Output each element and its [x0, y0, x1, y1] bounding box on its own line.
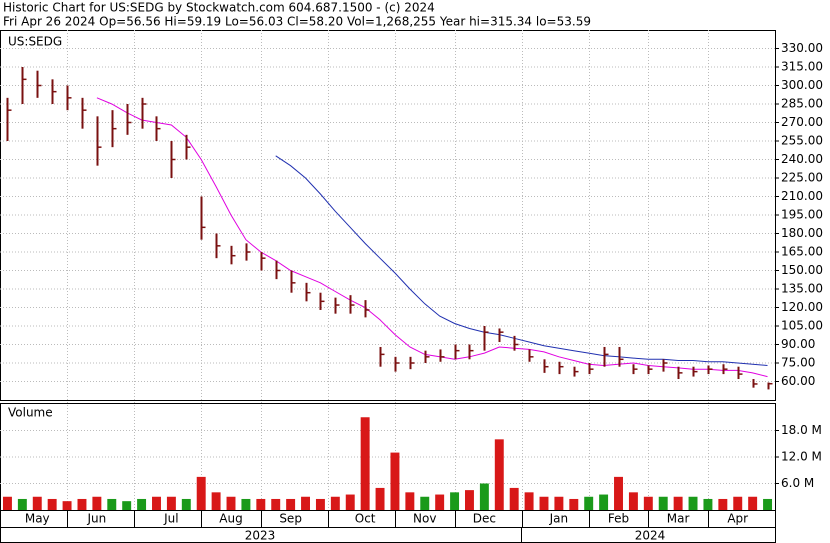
volume-bar [271, 498, 281, 510]
y-tick-label: 180.00 [781, 226, 823, 240]
x-tick-label: Mar [667, 512, 690, 526]
y-tick-label: 330.00 [781, 41, 823, 55]
x-tick-label: Oct [355, 512, 376, 526]
volume-bar [152, 496, 161, 510]
x-tick-label: Apr [727, 512, 748, 526]
volume-bar [763, 498, 773, 510]
volume-bar [569, 498, 579, 510]
volume-bar [122, 501, 132, 510]
volume-bar [330, 496, 340, 510]
volume-bar [748, 496, 758, 510]
volume-bar [628, 492, 638, 510]
volume-bar [450, 492, 460, 510]
volume-bar [658, 496, 668, 510]
year-label: 2023 [245, 529, 276, 543]
moving-average [275, 155, 768, 366]
volume-bar [435, 494, 445, 510]
y-tick-label: 60.00 [781, 374, 815, 388]
x-tick-label: Jul [163, 512, 178, 526]
volume-bar [718, 498, 728, 510]
volume-bar [2, 496, 12, 510]
x-tick-label: May [25, 512, 50, 526]
y-tick-label: 105.00 [781, 319, 823, 333]
volume-bar [77, 498, 87, 510]
volume-bar [465, 490, 474, 510]
y-tick-label: 195.00 [781, 208, 823, 222]
y-tick-label: 120.00 [781, 300, 823, 314]
volume-tick-label: 6.0 M [781, 476, 814, 490]
x-tick-label: Jan [549, 512, 569, 526]
moving-average [96, 97, 768, 378]
y-tick-label: 75.00 [781, 356, 815, 370]
x-tick-label: Feb [608, 512, 629, 526]
volume-bar [703, 498, 713, 510]
volume-bar [390, 452, 400, 510]
volume-bar [62, 501, 72, 510]
y-tick-label: 225.00 [781, 171, 823, 185]
volume-bar [301, 496, 310, 510]
symbol-label: US:SEDG [8, 35, 62, 49]
volume-bar [584, 496, 594, 510]
y-tick-label: 135.00 [781, 282, 823, 296]
volume-bar [405, 492, 415, 510]
volume-label: Volume [8, 406, 53, 420]
volume-bar [137, 498, 147, 510]
year-label: 2024 [635, 529, 666, 543]
volume-bar [32, 496, 42, 510]
y-tick-label: 285.00 [781, 97, 823, 111]
volume-bar [107, 498, 117, 510]
volume-tick-label: 12.0 M [781, 450, 822, 464]
y-tick-label: 150.00 [781, 263, 823, 277]
volume-bar [643, 496, 653, 510]
volume-bar [554, 496, 564, 510]
quote-line: Fri Apr 26 2024 Op=56.56 Hi=59.19 Lo=56.… [3, 15, 591, 29]
y-tick-label: 255.00 [781, 134, 823, 148]
volume-bar [256, 498, 266, 510]
volume-bar [345, 494, 355, 510]
x-tick-label: Aug [219, 512, 242, 526]
volume-bar [494, 439, 504, 510]
volume-bar [181, 498, 191, 510]
y-tick-label: 270.00 [781, 115, 823, 129]
volume-bar [92, 496, 102, 510]
volume-bar [479, 483, 489, 510]
volume-bar [17, 498, 27, 510]
y-tick-label: 300.00 [781, 78, 823, 92]
x-tick-label: Nov [413, 512, 436, 526]
y-tick-label: 90.00 [781, 337, 815, 351]
volume-bar [524, 492, 534, 510]
y-tick-label: 240.00 [781, 152, 823, 166]
volume-bar [599, 494, 609, 510]
volume-bar [688, 496, 698, 510]
volume-bar [196, 476, 206, 510]
chart-title: Historic Chart for US:SEDG by Stockwatch… [3, 1, 435, 15]
x-tick-label: Jun [87, 512, 107, 526]
volume-bar [241, 498, 251, 510]
volume-bar [673, 496, 683, 510]
volume-bar [211, 492, 221, 510]
y-tick-label: 315.00 [781, 60, 823, 74]
y-tick-label: 165.00 [781, 245, 823, 259]
volume-bar [733, 496, 743, 510]
volume-bar [614, 476, 623, 510]
volume-bar [539, 496, 549, 510]
volume-bar [375, 487, 385, 510]
volume-bar [47, 498, 57, 510]
x-tick-label: Sep [279, 512, 302, 526]
volume-bar [420, 496, 430, 510]
volume-bar [360, 417, 370, 510]
volume-bar [286, 498, 296, 510]
y-tick-label: 210.00 [781, 189, 823, 203]
volume-bar [166, 496, 176, 510]
volume-tick-label: 18.0 M [781, 423, 822, 437]
volume-bar [226, 496, 236, 510]
volume-bar [315, 498, 325, 510]
volume-bar [509, 487, 519, 510]
x-tick-label: Dec [473, 512, 496, 526]
